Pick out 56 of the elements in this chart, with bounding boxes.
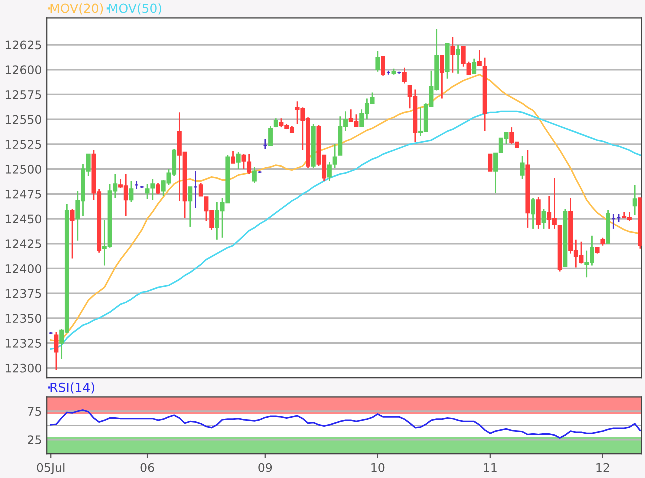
candlestick <box>332 144 338 169</box>
candlestick <box>247 154 252 175</box>
candlestick <box>632 184 638 216</box>
legend-label: MOV(20) <box>50 4 104 15</box>
y-tick-label: 12625 <box>6 40 42 50</box>
candlestick <box>456 44 460 75</box>
candlestick <box>488 154 493 172</box>
y-tick-label: 12325 <box>6 339 42 348</box>
legend-label: RSI(14) <box>50 382 94 394</box>
y-tick-label: 12300 <box>6 364 42 373</box>
candlestick <box>472 58 477 75</box>
y-tick-label: 12350 <box>6 314 42 324</box>
candlestick <box>198 182 204 197</box>
candlestick <box>381 56 386 77</box>
x-tick-label: 10 <box>372 463 385 472</box>
candlestick <box>252 166 257 184</box>
y-tick-label: 12375 <box>6 289 42 298</box>
candlestick <box>70 208 75 260</box>
y-tick-label: 12500 <box>6 165 42 174</box>
candlestick <box>188 186 193 228</box>
y-tick-label: 12400 <box>6 264 42 274</box>
candlestick <box>54 332 59 371</box>
candlestick <box>542 208 546 230</box>
x-tick-label: 11 <box>484 463 497 472</box>
y-tick-label: 12550 <box>6 115 42 124</box>
candlestick <box>477 49 482 67</box>
candlestick <box>150 178 156 201</box>
candlestick <box>402 67 407 84</box>
y-tick-label: 12475 <box>6 190 42 199</box>
candlestick <box>440 55 444 100</box>
x-tick-label: 05Jul <box>37 463 65 474</box>
candlestick <box>268 126 273 146</box>
candlestick <box>531 197 536 230</box>
candlestick <box>450 36 456 74</box>
legend-label: MOV(50) <box>109 4 162 15</box>
y-tick-label: 12525 <box>6 140 42 150</box>
candlestick <box>236 152 241 170</box>
candlestick <box>376 50 380 73</box>
y-tick-label: 12450 <box>6 214 42 224</box>
y-tick-label: 12425 <box>6 240 42 249</box>
candlestick <box>156 182 160 195</box>
y-tick-label: 25 <box>28 436 42 445</box>
candlestick <box>231 150 236 164</box>
line-series <box>50 410 642 439</box>
y-tick-label: 12600 <box>6 66 42 75</box>
x-tick-label: 09 <box>258 463 272 472</box>
candlestick <box>129 180 134 203</box>
y-tick-label: 75 <box>28 407 42 416</box>
candlestick <box>242 154 246 170</box>
x-tick-label: 06 <box>140 463 154 472</box>
y-tick-label: 12575 <box>6 90 42 100</box>
candlestick <box>327 162 332 182</box>
candlestick <box>494 152 498 194</box>
x-tick-label: 12 <box>596 463 610 472</box>
candlestick <box>145 184 150 200</box>
candlestick <box>520 156 525 180</box>
